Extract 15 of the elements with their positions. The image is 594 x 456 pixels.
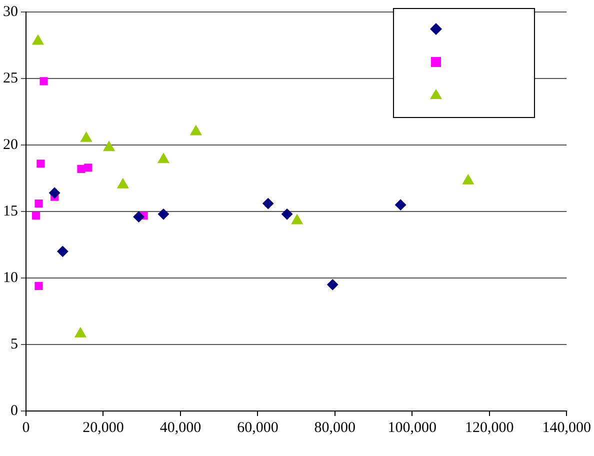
y-tick-label: 10 — [3, 270, 18, 286]
x-tick-label: 100,000 — [388, 420, 437, 436]
y-tick-label: 20 — [3, 136, 18, 153]
x-tick-label: 80,000 — [314, 420, 356, 436]
y-tick-label: 25 — [3, 70, 18, 86]
y-tick-label: 5 — [10, 336, 18, 352]
y-tick-label: 30 — [3, 4, 18, 20]
x-tick-label: 20,000 — [82, 420, 124, 436]
x-tick-label: 40,000 — [160, 420, 202, 436]
x-tick-label: 0 — [22, 420, 30, 436]
y-tick-label: 15 — [3, 203, 18, 220]
x-tick-label: 120,000 — [465, 420, 514, 436]
y-tick-label: 0 — [10, 402, 18, 419]
x-tick-label: 140,000 — [542, 420, 591, 436]
x-tick-label: 60,000 — [237, 420, 278, 436]
